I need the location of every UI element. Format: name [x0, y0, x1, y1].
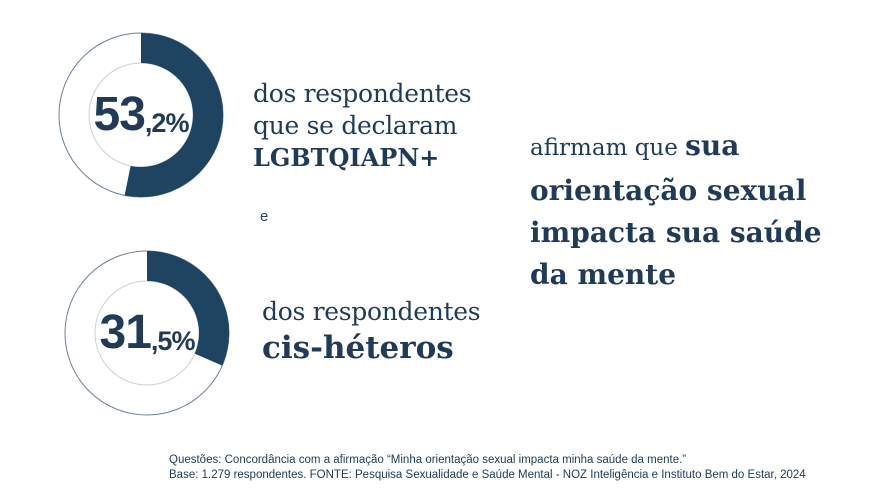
desc-line: que se declaram — [253, 111, 458, 140]
footnote: Questões: Concordância com a afirmação “… — [169, 453, 806, 483]
donut-value-main: 53 — [93, 88, 146, 141]
statement-line: da mente — [530, 258, 677, 291]
donut-value-decimal: ,5% — [150, 325, 196, 356]
donut-lgbtqiapn: 53,2% — [56, 30, 226, 200]
donut-value-decimal: ,2% — [144, 107, 190, 138]
desc-group-label: cis-héteros — [262, 330, 454, 366]
donut-lgbtqiapn-svg — [58, 32, 224, 198]
donut-value-main: 31 — [99, 306, 152, 359]
donut-value: 31,5% — [62, 248, 232, 418]
statement-first-line: afirmam que sua — [530, 126, 870, 170]
donut-arc — [124, 33, 224, 197]
desc-line: dos respondentes — [262, 297, 481, 326]
statement-line: orientação sexual — [530, 174, 807, 207]
donut-value: 53,2% — [56, 30, 226, 200]
desc-lgbtqiapn: dos respondentes que se declaram LGBTQIA… — [253, 78, 472, 174]
donut-cis-heteros-svg — [64, 250, 230, 416]
statement-line: impacta sua saúde — [530, 216, 822, 249]
connector-text: e — [260, 208, 269, 225]
desc-line: dos respondentes — [253, 79, 472, 108]
statement-lead-light: afirmam que — [530, 135, 686, 161]
desc-group-label: LGBTQIAPN+ — [253, 143, 440, 172]
donut-cis-heteros: 31,5% — [62, 248, 232, 418]
statement: afirmam que sua orientação sexual impact… — [530, 126, 870, 296]
footnote-source: Base: 1.279 respondentes. FONTE: Pesquis… — [169, 469, 806, 481]
desc-cis-heteros: dos respondentes cis-héteros — [262, 296, 481, 368]
statement-lead-bold: sua — [685, 129, 740, 162]
donut-arc — [147, 251, 229, 366]
footnote-question: Questões: Concordância com a afirmação “… — [169, 454, 687, 466]
